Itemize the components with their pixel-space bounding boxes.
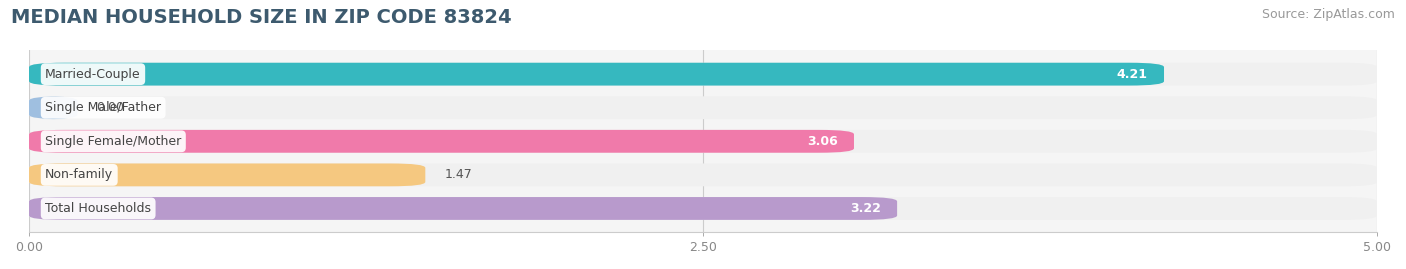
Text: 3.22: 3.22 <box>851 202 882 215</box>
Text: Total Households: Total Households <box>45 202 152 215</box>
FancyBboxPatch shape <box>30 164 425 186</box>
FancyBboxPatch shape <box>30 130 1376 153</box>
Text: Source: ZipAtlas.com: Source: ZipAtlas.com <box>1261 8 1395 21</box>
Text: 1.47: 1.47 <box>444 168 472 181</box>
Text: Single Female/Mother: Single Female/Mother <box>45 135 181 148</box>
FancyBboxPatch shape <box>30 96 1376 119</box>
FancyBboxPatch shape <box>30 164 1376 186</box>
Text: MEDIAN HOUSEHOLD SIZE IN ZIP CODE 83824: MEDIAN HOUSEHOLD SIZE IN ZIP CODE 83824 <box>11 8 512 27</box>
FancyBboxPatch shape <box>30 197 897 220</box>
FancyBboxPatch shape <box>30 96 77 119</box>
FancyBboxPatch shape <box>30 63 1376 86</box>
Text: 0.00: 0.00 <box>97 101 124 114</box>
FancyBboxPatch shape <box>30 63 1164 86</box>
Text: Married-Couple: Married-Couple <box>45 68 141 81</box>
Text: Non-family: Non-family <box>45 168 114 181</box>
FancyBboxPatch shape <box>30 197 1376 220</box>
Text: Single Male/Father: Single Male/Father <box>45 101 162 114</box>
FancyBboxPatch shape <box>30 130 853 153</box>
Text: 3.06: 3.06 <box>807 135 838 148</box>
Text: 4.21: 4.21 <box>1116 68 1147 81</box>
